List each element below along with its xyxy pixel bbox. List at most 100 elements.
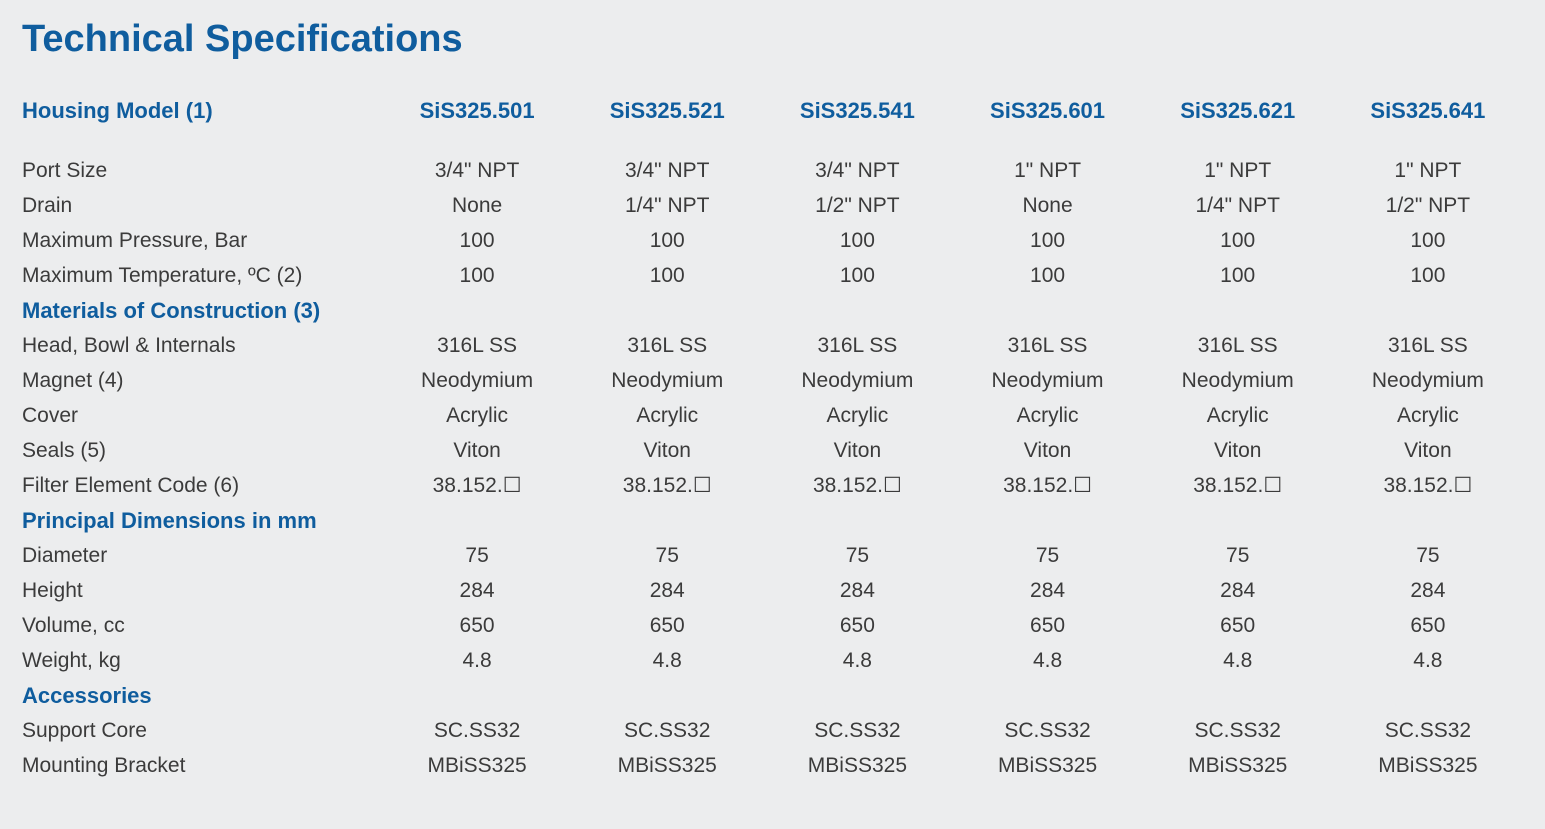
cell-value: 38.152.☐ (382, 468, 572, 503)
table-row: Maximum Temperature, ºC (2)1001001001001… (22, 258, 1523, 293)
cell-value: Acrylic (572, 398, 762, 433)
model-header: SiS325.541 (762, 95, 952, 127)
table-row: Maximum Pressure, Bar100100100100100100 (22, 223, 1523, 258)
cell-value: 316L SS (382, 328, 572, 363)
cell-value: 100 (1333, 258, 1523, 293)
header-gap (22, 127, 1523, 153)
cell-value: 316L SS (1143, 328, 1333, 363)
cell-value: 1/4" NPT (572, 188, 762, 223)
spec-thead: Housing Model (1) SiS325.501SiS325.521Si… (22, 95, 1523, 153)
model-header: SiS325.521 (572, 95, 762, 127)
cell-value: 100 (382, 258, 572, 293)
section-heading: Accessories (22, 678, 1523, 713)
model-header: SiS325.621 (1143, 95, 1333, 127)
cell-value: Acrylic (952, 398, 1142, 433)
cell-value: Neodymium (762, 363, 952, 398)
table-row: Magnet (4)NeodymiumNeodymiumNeodymiumNeo… (22, 363, 1523, 398)
cell-value: 1/2" NPT (762, 188, 952, 223)
spec-table: Housing Model (1) SiS325.501SiS325.521Si… (22, 95, 1523, 783)
spec-tbody: Port Size3/4" NPT3/4" NPT3/4" NPT1" NPT1… (22, 153, 1523, 783)
table-row: Mounting BracketMBiSS325MBiSS325MBiSS325… (22, 748, 1523, 783)
table-row: DrainNone1/4" NPT1/2" NPTNone1/4" NPT1/2… (22, 188, 1523, 223)
model-header: SiS325.501 (382, 95, 572, 127)
cell-value: 75 (382, 538, 572, 573)
row-label: Height (22, 573, 382, 608)
cell-value: Neodymium (572, 363, 762, 398)
cell-value: MBiSS325 (1333, 748, 1523, 783)
table-row: Height284284284284284284 (22, 573, 1523, 608)
row-label: Cover (22, 398, 382, 433)
cell-value: 284 (1143, 573, 1333, 608)
header-row: Housing Model (1) SiS325.501SiS325.521Si… (22, 95, 1523, 127)
row-label: Filter Element Code (6) (22, 468, 382, 503)
cell-value: 1" NPT (1333, 153, 1523, 188)
cell-value: 1" NPT (952, 153, 1142, 188)
table-row: CoverAcrylicAcrylicAcrylicAcrylicAcrylic… (22, 398, 1523, 433)
cell-value: 650 (762, 608, 952, 643)
cell-value: Viton (1143, 433, 1333, 468)
cell-value: 4.8 (382, 643, 572, 678)
cell-value: 4.8 (572, 643, 762, 678)
row-label: Weight, kg (22, 643, 382, 678)
cell-value: SC.SS32 (952, 713, 1142, 748)
cell-value: 316L SS (762, 328, 952, 363)
cell-value: 100 (1143, 258, 1333, 293)
cell-value: MBiSS325 (762, 748, 952, 783)
cell-value: 75 (762, 538, 952, 573)
cell-value: None (952, 188, 1142, 223)
cell-value: 4.8 (1143, 643, 1333, 678)
cell-value: SC.SS32 (762, 713, 952, 748)
row-label: Volume, cc (22, 608, 382, 643)
page-title: Technical Specifications (22, 18, 1523, 61)
cell-value: SC.SS32 (572, 713, 762, 748)
table-row: Port Size3/4" NPT3/4" NPT3/4" NPT1" NPT1… (22, 153, 1523, 188)
cell-value: 1/4" NPT (1143, 188, 1333, 223)
cell-value: 650 (382, 608, 572, 643)
cell-value: 75 (1333, 538, 1523, 573)
cell-value: 38.152.☐ (1143, 468, 1333, 503)
cell-value: Viton (572, 433, 762, 468)
cell-value: 75 (572, 538, 762, 573)
section-heading-row: Principal Dimensions in mm (22, 503, 1523, 538)
cell-value: MBiSS325 (572, 748, 762, 783)
section-heading-row: Materials of Construction (3) (22, 293, 1523, 328)
table-row: Support CoreSC.SS32SC.SS32SC.SS32SC.SS32… (22, 713, 1523, 748)
cell-value: 100 (572, 223, 762, 258)
row-label: Port Size (22, 153, 382, 188)
table-row: Diameter757575757575 (22, 538, 1523, 573)
cell-value: SC.SS32 (1333, 713, 1523, 748)
cell-value: 38.152.☐ (572, 468, 762, 503)
row-header-label: Housing Model (1) (22, 95, 382, 127)
cell-value: 650 (952, 608, 1142, 643)
section-heading: Materials of Construction (3) (22, 293, 1523, 328)
cell-value: Viton (382, 433, 572, 468)
cell-value: Acrylic (762, 398, 952, 433)
cell-value: 100 (952, 223, 1142, 258)
row-label: Head, Bowl & Internals (22, 328, 382, 363)
cell-value: 284 (572, 573, 762, 608)
cell-value: Neodymium (952, 363, 1142, 398)
cell-value: 316L SS (952, 328, 1142, 363)
section-heading: Principal Dimensions in mm (22, 503, 1523, 538)
cell-value: Acrylic (1333, 398, 1523, 433)
cell-value: 650 (572, 608, 762, 643)
spec-sheet-page: Technical Specifications Housing Model (… (0, 0, 1545, 813)
cell-value: Acrylic (382, 398, 572, 433)
cell-value: 3/4" NPT (382, 153, 572, 188)
cell-value: 38.152.☐ (762, 468, 952, 503)
cell-value: 650 (1143, 608, 1333, 643)
model-header: SiS325.641 (1333, 95, 1523, 127)
cell-value: MBiSS325 (1143, 748, 1333, 783)
cell-value: 100 (382, 223, 572, 258)
cell-value: None (382, 188, 572, 223)
cell-value: 316L SS (572, 328, 762, 363)
cell-value: 75 (952, 538, 1142, 573)
row-label: Mounting Bracket (22, 748, 382, 783)
table-row: Volume, cc650650650650650650 (22, 608, 1523, 643)
cell-value: MBiSS325 (382, 748, 572, 783)
cell-value: MBiSS325 (952, 748, 1142, 783)
cell-value: 284 (952, 573, 1142, 608)
cell-value: 4.8 (1333, 643, 1523, 678)
cell-value: 3/4" NPT (572, 153, 762, 188)
cell-value: 100 (762, 258, 952, 293)
